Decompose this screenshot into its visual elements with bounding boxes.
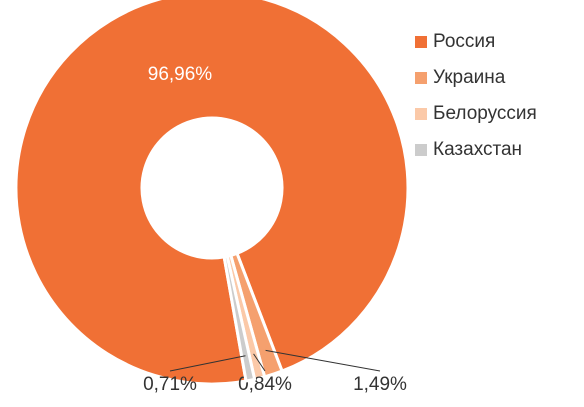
donut-slice [222, 254, 257, 383]
legend-swatch [415, 36, 427, 48]
legend-swatch [415, 144, 427, 156]
legend-swatch [415, 108, 427, 120]
data-label: 1,49% [353, 374, 407, 395]
legend-label: Украина [433, 67, 506, 88]
donut-slice [14, 0, 410, 386]
legend-label: Казахстан [433, 139, 522, 160]
leader-line [265, 349, 381, 372]
data-label: 0,71% [143, 374, 197, 395]
legend-swatch [415, 72, 427, 84]
legend-label: Россия [433, 31, 495, 52]
data-label: 96,96% [148, 64, 213, 85]
leader-line [169, 355, 246, 372]
leader-line [253, 353, 266, 372]
legend-label: Белоруссия [433, 103, 537, 124]
